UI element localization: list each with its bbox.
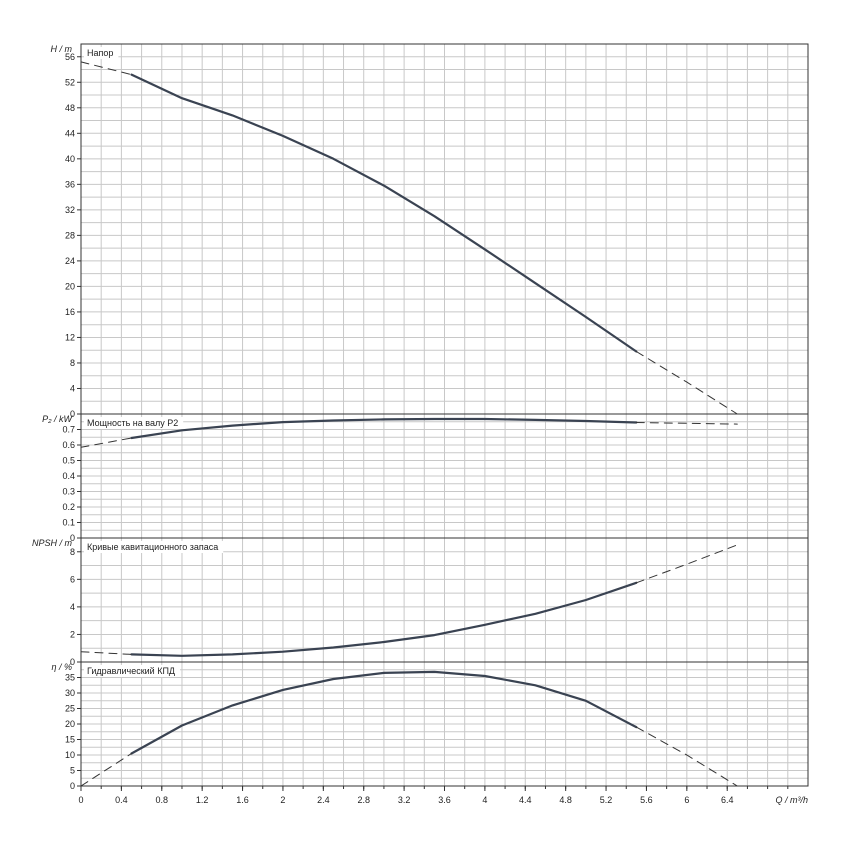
y-tick-label: 5	[70, 766, 75, 776]
panel-title: Гидравлический КПД	[87, 666, 175, 676]
y-tick-label: 36	[65, 179, 75, 189]
x-tick-label: 2.8	[357, 795, 370, 805]
y-tick-label: 40	[65, 154, 75, 164]
x-tick-label: 4.8	[559, 795, 572, 805]
series-line-dashed	[80, 437, 132, 448]
y-tick-label: 48	[65, 103, 75, 113]
panel-2: 0 2 4 6 8 Кривые кавитационного запаса NPSH / …	[32, 537, 809, 667]
y-tick-label: 56	[65, 52, 75, 62]
y-tick-label: 8	[70, 547, 75, 557]
y-tick-label: 6	[70, 574, 75, 584]
series-line-solid	[130, 581, 638, 657]
y-axis-label: η / %	[51, 662, 72, 672]
x-tick-label: 6.4	[721, 795, 734, 805]
x-tick-label: 5.2	[600, 795, 613, 805]
panel-title-bg	[84, 47, 119, 59]
x-tick-label: 4.4	[519, 795, 532, 805]
y-tick-label: 16	[65, 307, 75, 317]
y-tick-label: 8	[70, 358, 75, 368]
y-tick-label: 28	[65, 230, 75, 240]
panel-title: Мощность на валу P2	[87, 418, 178, 428]
y-axis-label: H / m	[51, 44, 73, 54]
series-line-solid	[130, 670, 638, 755]
x-axis-label: Q / m³/h	[775, 795, 808, 805]
panel-title-bg	[84, 541, 224, 553]
x-tick-label: 4	[482, 795, 487, 805]
x-tick-label: 2	[280, 795, 285, 805]
series-line-dashed	[635, 544, 738, 584]
x-tick-label: 0	[78, 795, 83, 805]
series-line-dashed	[80, 61, 132, 76]
panel-title-bg	[84, 417, 184, 429]
y-tick-label: 20	[65, 719, 75, 729]
y-tick-label: 24	[65, 256, 75, 266]
y-tick-label: 0.3	[62, 487, 75, 497]
x-tick-label: 3.6	[438, 795, 451, 805]
y-tick-label: 25	[65, 704, 75, 714]
y-tick-label: 0.4	[62, 471, 75, 481]
y-tick-label: 15	[65, 735, 75, 745]
panel-3: 0 5 10 15 20 25 30 35 Гидравлический КПД η / %	[51, 661, 809, 791]
y-tick-label: 0.2	[62, 502, 75, 512]
y-tick-label: 12	[65, 332, 75, 342]
series-line-solid	[130, 417, 638, 440]
panel-1: 0 0.1 0.2 0.3 0.4 0.5 0.6 0.7 Мощность на валу P…	[42, 413, 809, 543]
series-line-dashed	[635, 351, 738, 415]
x-tick-label: 0.4	[115, 795, 128, 805]
x-tick-label: 5.6	[640, 795, 653, 805]
y-tick-label: 35	[65, 673, 75, 683]
y-tick-label: 0	[70, 781, 75, 791]
y-axis-label: NPSH / m	[32, 538, 73, 548]
y-tick-label: 4	[70, 602, 75, 612]
y-tick-label: 2	[70, 629, 75, 639]
x-tick-label: 0.8	[156, 795, 169, 805]
x-tick-label: 6	[684, 795, 689, 805]
x-tick-label: 3.2	[398, 795, 411, 805]
y-tick-label: 20	[65, 281, 75, 291]
y-tick-label: 10	[65, 750, 75, 760]
y-tick-label: 44	[65, 128, 75, 138]
series-line-dashed	[80, 651, 132, 655]
panel-title: Кривые кавитационного запаса	[87, 542, 218, 552]
x-tick-label: 1.2	[196, 795, 209, 805]
y-tick-label: 52	[65, 77, 75, 87]
y-tick-label: 0	[70, 409, 75, 419]
panel-title-bg	[84, 665, 181, 677]
series-line-solid	[130, 73, 638, 353]
y-tick-label: 32	[65, 205, 75, 215]
y-tick-label: 0.1	[62, 518, 75, 528]
series-line-dashed	[635, 422, 738, 425]
y-tick-label: 0.7	[62, 425, 75, 435]
y-tick-label: 0.6	[62, 440, 75, 450]
y-tick-label: 4	[70, 383, 75, 393]
x-tick-label: 1.6	[236, 795, 249, 805]
panel-title: Напор	[87, 48, 113, 58]
y-tick-label: 30	[65, 688, 75, 698]
y-axis-label: P₂ / kW	[42, 414, 73, 424]
y-tick-label: 0.5	[62, 456, 75, 466]
series-line-dashed	[635, 726, 738, 787]
x-tick-label: 2.4	[317, 795, 330, 805]
series-line-dashed	[80, 753, 132, 787]
y-tick-label: 0	[70, 533, 75, 543]
x-axis: 0 0.4 0.8 1.2 1.6 2 2.4 2.8 3.2 3.6 4 4.4 4.8 5.2 5.6 6…	[78, 786, 808, 805]
y-tick-label: 0	[70, 657, 75, 667]
